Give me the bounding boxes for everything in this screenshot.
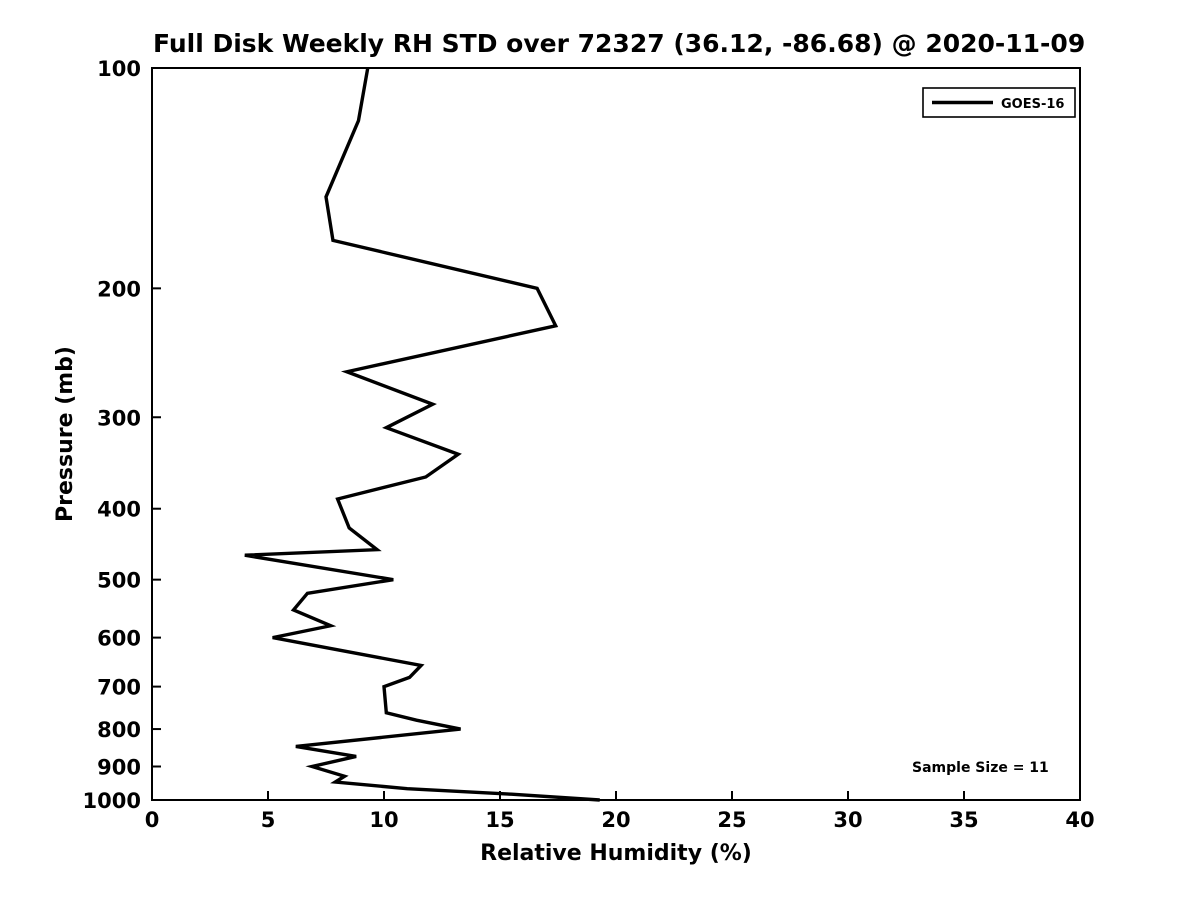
y-tick-label: 600 (97, 627, 141, 651)
chart-title: Full Disk Weekly RH STD over 72327 (36.1… (153, 29, 1085, 58)
y-tick-label: 200 (97, 277, 141, 301)
x-tick-label: 15 (485, 808, 514, 832)
plot-frame (151, 67, 1081, 801)
x-axis-ticks: 0 5 10 15 20 25 30 35 40 (145, 791, 1095, 832)
legend-entry-label: GOES-16 (1001, 97, 1064, 112)
x-tick-label: 10 (369, 808, 398, 832)
x-tick-label: 25 (717, 808, 746, 832)
series-line-goes-16 (244, 67, 600, 802)
x-tick-label: 40 (1065, 808, 1094, 832)
y-tick-label: 800 (97, 718, 141, 742)
legend: GOES-16 (922, 87, 1076, 118)
x-tick-label: 20 (601, 808, 630, 832)
y-tick-label: 900 (97, 756, 141, 780)
y-tick-label: 100 (97, 57, 141, 81)
y-axis-ticks: 100 200 300 400 500 600 700 800 900 1000 (83, 57, 161, 813)
sample-size-annotation: Sample Size = 11 (912, 760, 1049, 776)
y-axis-label: Pressure (mb) (53, 346, 78, 522)
y-tick-label: 700 (97, 676, 141, 700)
x-axis-label: Relative Humidity (%) (480, 841, 752, 866)
y-tick-label: 500 (97, 569, 141, 593)
y-tick-label: 400 (97, 498, 141, 522)
x-tick-label: 35 (949, 808, 978, 832)
x-tick-label: 0 (145, 808, 160, 832)
x-tick-label: 30 (833, 808, 862, 832)
y-tick-label: 1000 (83, 789, 141, 813)
data-series-group (244, 67, 600, 802)
y-tick-label: 300 (97, 406, 141, 430)
x-tick-label: 5 (261, 808, 276, 832)
